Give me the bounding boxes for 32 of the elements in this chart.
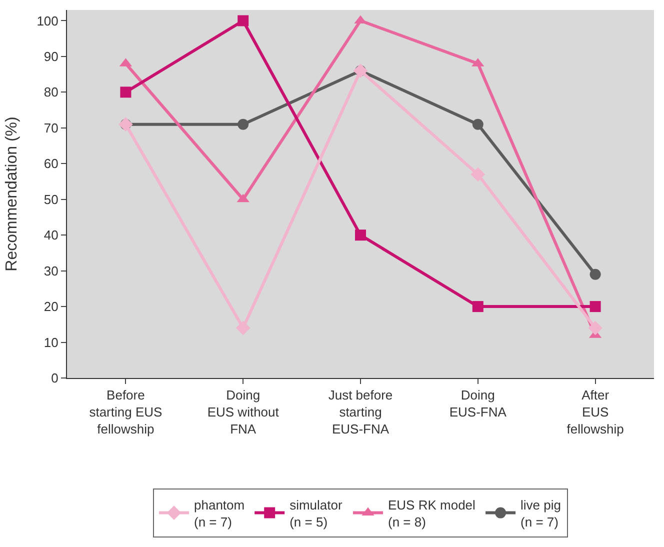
point	[472, 118, 484, 130]
point	[590, 301, 601, 312]
y-tick-label: 90	[44, 49, 58, 64]
y-tick-label: 0	[51, 370, 58, 386]
y-tick-label: 30	[44, 263, 58, 278]
x-tick-label: Doing EUS without FNA	[207, 388, 280, 436]
y-tick-label: 10	[44, 334, 58, 350]
legend-label: EUS RK model (n = 8)	[388, 497, 476, 530]
legend-label: simulator (n = 5)	[290, 497, 343, 530]
x-tick-label: Before starting EUS fellowship	[89, 388, 163, 436]
y-tick-label: 60	[44, 156, 58, 172]
point	[238, 118, 249, 130]
y-tick-label: 70	[44, 120, 58, 136]
legend-label: phantom (n = 7)	[194, 497, 245, 530]
y-tick-label: 20	[44, 299, 58, 314]
y-tick-label: 100	[36, 13, 58, 28]
y-tick-label: 50	[44, 192, 58, 207]
point	[588, 320, 602, 336]
point	[120, 86, 132, 98]
x-tick-label: Just before starting EUS-FNA	[328, 388, 393, 436]
point	[238, 15, 249, 26]
point	[590, 268, 601, 280]
y-axis-title: Recommendation (%)	[4, 116, 21, 272]
point	[236, 320, 250, 336]
point	[472, 301, 484, 312]
point	[470, 167, 486, 182]
point	[355, 230, 366, 241]
legend-label: live pig (n = 7)	[520, 497, 561, 530]
x-tick-label: Doing EUS-FNA	[449, 388, 507, 420]
y-tick-label: 40	[44, 228, 58, 243]
x-tick-label: After EUS fellowship	[566, 388, 624, 436]
y-tick-label: 80	[44, 84, 58, 100]
